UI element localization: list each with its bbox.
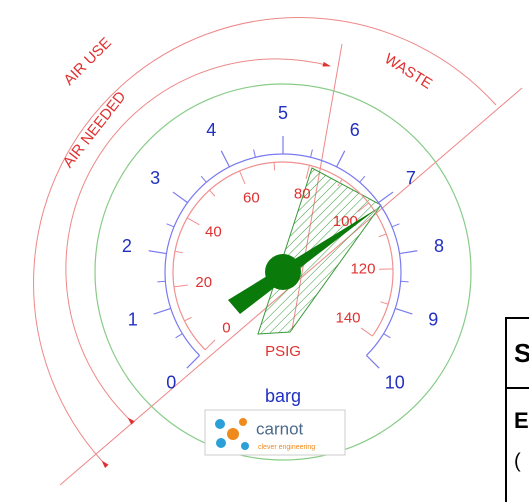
barg-major-tick xyxy=(186,355,200,369)
barg-label: 5 xyxy=(278,103,288,123)
logo-name: carnot xyxy=(256,419,304,438)
air-use-label: AIR USE xyxy=(60,34,114,88)
psig-major-tick xyxy=(173,284,188,288)
barg-minor-tick xyxy=(359,175,366,183)
barg-major-tick xyxy=(395,307,413,315)
psig-label: 60 xyxy=(243,189,260,206)
barg-label: 1 xyxy=(128,310,138,330)
psig-minor-tick xyxy=(337,179,343,187)
barg-unit: barg xyxy=(265,386,301,406)
psig-major-tick xyxy=(186,217,200,226)
barg-label: 7 xyxy=(406,168,416,188)
psig-label: 140 xyxy=(336,310,361,327)
psig-unit: PSIG xyxy=(265,343,301,360)
barg-label: 10 xyxy=(385,372,405,392)
barg-minor-tick xyxy=(400,280,409,283)
needle-hub xyxy=(265,254,301,290)
barg-label: 2 xyxy=(122,236,132,256)
barg-major-tick xyxy=(378,191,394,204)
psig-major-tick xyxy=(305,165,310,179)
logo-dot xyxy=(216,438,226,448)
barg-minor-tick xyxy=(175,333,183,339)
table-frame xyxy=(505,317,529,502)
barg-major-tick xyxy=(366,355,380,369)
barg-major-tick xyxy=(148,250,167,255)
table-cell: S xyxy=(514,338,529,368)
barg-major-tick xyxy=(399,250,418,255)
waste-label: WASTE xyxy=(381,50,435,92)
barg-minor-tick xyxy=(253,149,256,158)
logo-dot xyxy=(239,418,247,426)
psig-major-tick xyxy=(360,327,373,337)
psig-minor-tick xyxy=(184,316,192,322)
psig-label: 0 xyxy=(222,320,230,337)
barg-minor-tick xyxy=(391,223,400,228)
barg-label: 0 xyxy=(166,372,176,392)
barg-major-tick xyxy=(153,307,171,315)
barg-label: 3 xyxy=(150,168,160,188)
needle xyxy=(228,208,378,314)
logo-dot xyxy=(241,442,249,450)
psig-major-tick xyxy=(239,170,246,185)
psig-label: 40 xyxy=(205,224,222,241)
psig-label: 120 xyxy=(350,261,375,278)
barg-major-tick xyxy=(336,150,346,168)
air-use-arc xyxy=(33,17,497,468)
psig-label: 80 xyxy=(294,185,311,202)
table-cell: E xyxy=(514,408,529,433)
psig-minor-tick xyxy=(380,301,389,305)
barg-major-tick xyxy=(220,150,230,168)
barg-arc xyxy=(164,153,402,356)
gauge-rim xyxy=(94,83,472,461)
psig-minor-tick xyxy=(273,162,276,171)
barg-label: 6 xyxy=(350,120,360,140)
psig-minor-tick xyxy=(209,189,216,197)
barg-major-tick xyxy=(172,191,188,204)
psig-minor-tick xyxy=(174,250,183,254)
logo-dot xyxy=(227,428,239,440)
barg-minor-tick xyxy=(310,149,313,158)
barg-label: 4 xyxy=(206,120,216,140)
logo-dot xyxy=(215,419,225,429)
barg-minor-tick xyxy=(383,333,391,339)
table-cell: ( xyxy=(514,450,521,472)
psig-label: 20 xyxy=(195,274,212,291)
psig-label: 100 xyxy=(333,213,358,230)
psig-major-tick xyxy=(357,202,369,213)
barg-label: 8 xyxy=(434,236,444,256)
barg-label: 9 xyxy=(428,310,438,330)
barg-minor-tick xyxy=(200,175,207,183)
logo-tagline: clever engineering xyxy=(258,444,315,451)
psig-minor-tick xyxy=(378,233,387,238)
air-needed-arc xyxy=(65,58,331,425)
barg-minor-tick xyxy=(166,223,175,228)
psig-major-tick xyxy=(204,339,216,351)
barg-minor-tick xyxy=(157,280,166,283)
